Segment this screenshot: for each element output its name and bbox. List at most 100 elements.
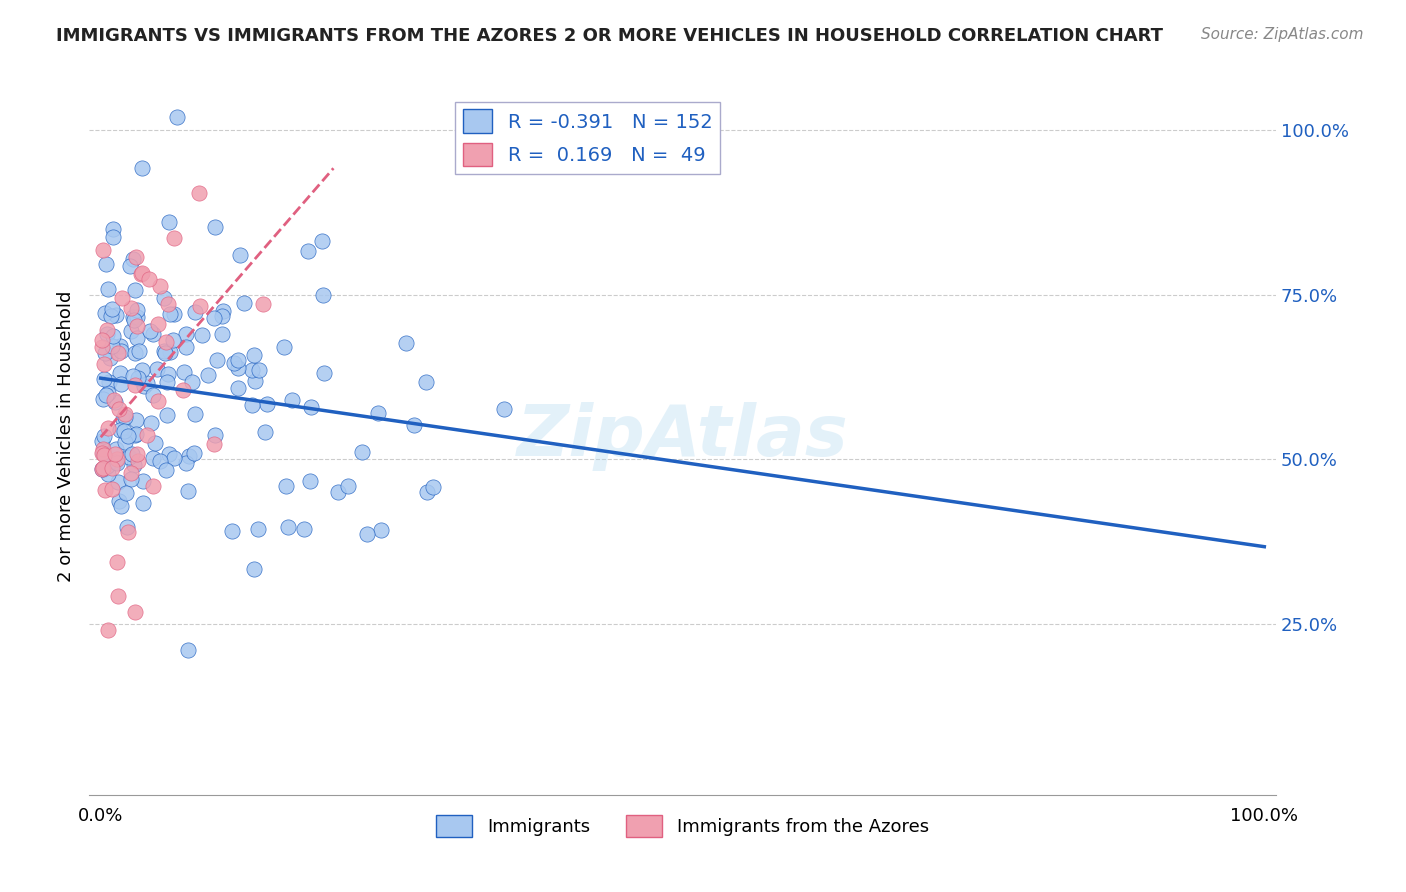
Point <box>127 331 149 345</box>
Point <box>159 345 181 359</box>
Point <box>90 462 112 476</box>
Point <box>125 250 148 264</box>
Point <box>149 454 172 468</box>
Point <box>146 361 169 376</box>
Point <box>156 368 179 382</box>
Point <box>94 346 117 360</box>
Point <box>243 561 266 575</box>
Point <box>96 326 118 341</box>
Point <box>159 307 181 321</box>
Point <box>326 485 349 500</box>
Point <box>292 522 315 536</box>
Point <box>184 407 207 421</box>
Point <box>274 478 297 492</box>
Point <box>177 449 200 463</box>
Point <box>124 283 146 297</box>
Point <box>108 402 131 417</box>
Point <box>142 479 165 493</box>
Point <box>122 313 145 327</box>
Point <box>108 423 131 437</box>
Point <box>301 400 323 414</box>
Point <box>142 387 165 401</box>
Point <box>100 301 122 316</box>
Point <box>128 343 150 358</box>
Point <box>146 318 169 332</box>
Point <box>153 343 176 358</box>
Point <box>367 406 389 420</box>
Point <box>336 479 359 493</box>
Point <box>312 288 335 302</box>
Point <box>162 333 184 347</box>
Point <box>129 267 152 281</box>
Point <box>125 447 148 461</box>
Point <box>90 333 112 347</box>
Point <box>350 445 373 459</box>
Point <box>132 474 155 488</box>
Point <box>124 378 146 392</box>
Point <box>240 363 263 377</box>
Point <box>107 346 129 360</box>
Point <box>108 493 131 508</box>
Point <box>91 445 114 459</box>
Point <box>131 161 153 175</box>
Point <box>107 475 129 490</box>
Point <box>101 482 124 496</box>
Point <box>226 381 249 395</box>
Point <box>114 434 136 449</box>
Point <box>157 447 180 461</box>
Point <box>173 365 195 379</box>
Point <box>395 335 418 350</box>
Text: Source: ZipAtlas.com: Source: ZipAtlas.com <box>1201 27 1364 42</box>
Point <box>93 428 115 442</box>
Point <box>247 522 270 536</box>
Text: IMMIGRANTS VS IMMIGRANTS FROM THE AZORES 2 OR MORE VEHICLES IN HOUSEHOLD CORRELA: IMMIGRANTS VS IMMIGRANTS FROM THE AZORES… <box>56 27 1163 45</box>
Point <box>356 526 378 541</box>
Point <box>121 466 143 480</box>
Point <box>120 301 142 315</box>
Point <box>117 429 139 443</box>
Point <box>101 328 124 343</box>
Point <box>138 272 160 286</box>
Point <box>416 485 439 500</box>
Point <box>131 362 153 376</box>
Point <box>104 455 127 469</box>
Point <box>105 555 128 569</box>
Point <box>107 589 129 603</box>
Point <box>243 374 266 388</box>
Point <box>155 334 177 349</box>
Point <box>228 248 250 262</box>
Point <box>243 348 266 362</box>
Point <box>90 434 112 448</box>
Point <box>297 244 319 259</box>
Point <box>163 231 186 245</box>
Point <box>280 392 302 407</box>
Point <box>127 370 149 384</box>
Point <box>415 376 437 390</box>
Point <box>101 461 124 475</box>
Point <box>117 525 139 540</box>
Point <box>104 395 127 409</box>
Point <box>125 318 148 333</box>
Y-axis label: 2 or more Vehicles in Household: 2 or more Vehicles in Household <box>58 291 75 582</box>
Point <box>177 643 200 657</box>
Point <box>104 447 127 461</box>
Point <box>197 368 219 382</box>
Point <box>98 375 121 389</box>
Point <box>114 409 136 424</box>
Point <box>166 110 188 124</box>
Point <box>112 424 135 438</box>
Point <box>132 496 155 510</box>
Point <box>174 326 197 341</box>
Point <box>111 291 134 305</box>
Point <box>299 474 322 488</box>
Point <box>91 461 114 475</box>
Point <box>108 366 131 380</box>
Point <box>96 257 118 271</box>
Point <box>188 299 211 313</box>
Point <box>162 451 184 466</box>
Point <box>184 305 207 319</box>
Point <box>94 483 117 498</box>
Point <box>97 283 120 297</box>
Point <box>94 306 117 320</box>
Point <box>124 605 146 619</box>
